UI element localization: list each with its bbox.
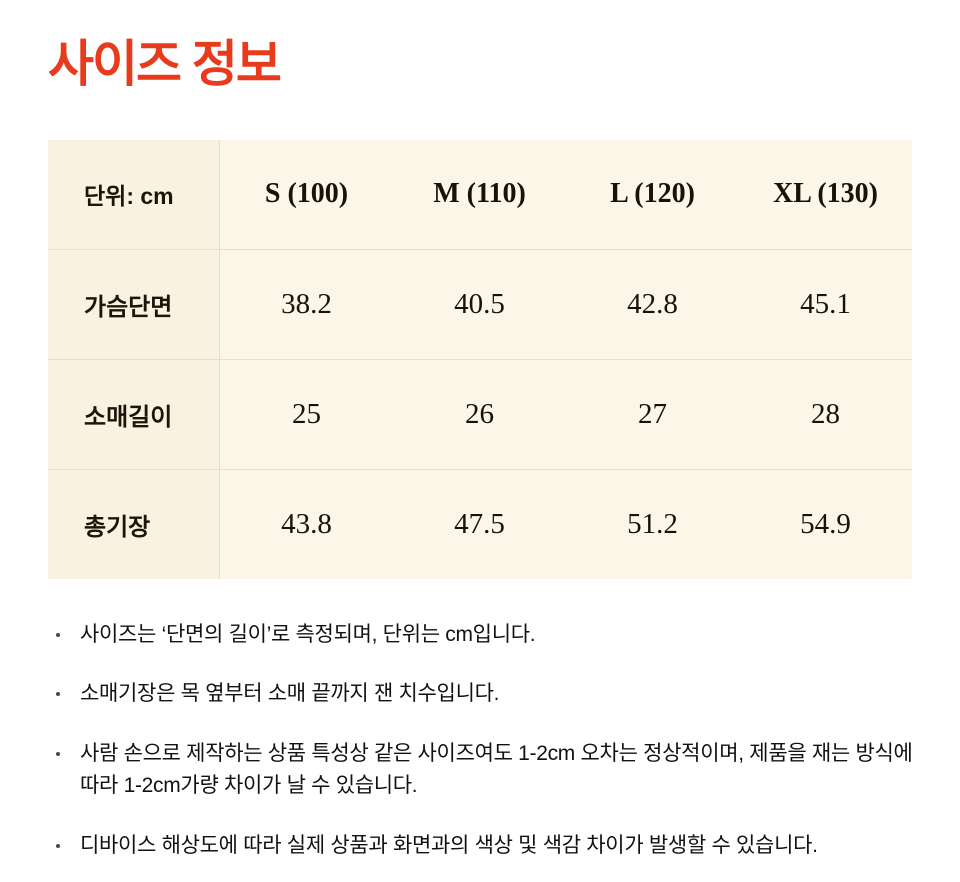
sleeve-value-xl: 28 bbox=[811, 397, 840, 430]
length-value-m: 47.5 bbox=[454, 507, 505, 540]
sleeve-value-s: 25 bbox=[292, 397, 321, 430]
chest-value-m: 40.5 bbox=[454, 287, 505, 320]
column-header-l: L (120) bbox=[610, 178, 695, 209]
chest-value-l: 42.8 bbox=[627, 287, 678, 320]
bullet-icon bbox=[56, 751, 60, 756]
row-label-length: 총기장 bbox=[48, 469, 220, 579]
length-value-xl: 54.9 bbox=[800, 507, 851, 540]
column-header-s: S (100) bbox=[264, 178, 349, 209]
bullet-icon bbox=[56, 632, 60, 637]
table-row-chest: 가슴단면 38.2 40.5 42.8 45.1 bbox=[48, 248, 912, 359]
column-header-xl: XL (130) bbox=[773, 178, 878, 209]
note-text: 사이즈는 ‘단면의 길이’로 측정되며, 단위는 cm입니다. bbox=[80, 622, 536, 646]
note-text: 사람 손으로 제작하는 상품 특성상 같은 사이즈여도 1-2cm 오차는 정상… bbox=[80, 741, 913, 798]
table-row-sleeve: 소매길이 25 26 27 28 bbox=[48, 358, 912, 469]
length-value-s: 43.8 bbox=[281, 507, 332, 540]
table-row-length: 총기장 43.8 47.5 51.2 54.9 bbox=[48, 468, 912, 579]
note-item-sleeve: 소매기장은 목 옆부터 소매 끝까지 잰 치수입니다. bbox=[48, 678, 918, 711]
note-item-measure: 사이즈는 ‘단면의 길이’로 측정되며, 단위는 cm입니다. bbox=[48, 619, 918, 652]
length-value-l: 51.2 bbox=[627, 507, 678, 540]
row-label-sleeve: 소매길이 bbox=[48, 359, 220, 469]
bullet-icon bbox=[56, 843, 60, 848]
note-item-display: 디바이스 해상도에 따라 실제 상품과 화면과의 색상 및 색감 차이가 발생할… bbox=[48, 830, 918, 863]
unit-label: 단위: cm bbox=[48, 139, 220, 249]
bullet-icon bbox=[56, 692, 60, 697]
sleeve-value-m: 26 bbox=[465, 397, 494, 430]
note-text: 디바이스 해상도에 따라 실제 상품과 화면과의 색상 및 색감 차이가 발생할… bbox=[80, 833, 818, 857]
note-item-handmade: 사람 손으로 제작하는 상품 특성상 같은 사이즈여도 1-2cm 오차는 정상… bbox=[48, 738, 918, 803]
page-title: 사이즈 정보 bbox=[48, 36, 282, 92]
column-header-m: M (110) bbox=[433, 178, 526, 209]
row-label-chest: 가슴단면 bbox=[48, 249, 220, 359]
chest-value-xl: 45.1 bbox=[800, 287, 851, 320]
table-header-row: 단위: cm S (100) M (110) L (120) XL (130) bbox=[48, 139, 912, 249]
size-table: 단위: cm S (100) M (110) L (120) XL (130) … bbox=[48, 139, 912, 579]
sleeve-value-l: 27 bbox=[638, 397, 667, 430]
notes-list: 사이즈는 ‘단면의 길이’로 측정되며, 단위는 cm입니다. 소매기장은 목 … bbox=[48, 619, 918, 863]
chest-value-s: 38.2 bbox=[281, 287, 332, 320]
note-text: 소매기장은 목 옆부터 소매 끝까지 잰 치수입니다. bbox=[80, 682, 500, 706]
